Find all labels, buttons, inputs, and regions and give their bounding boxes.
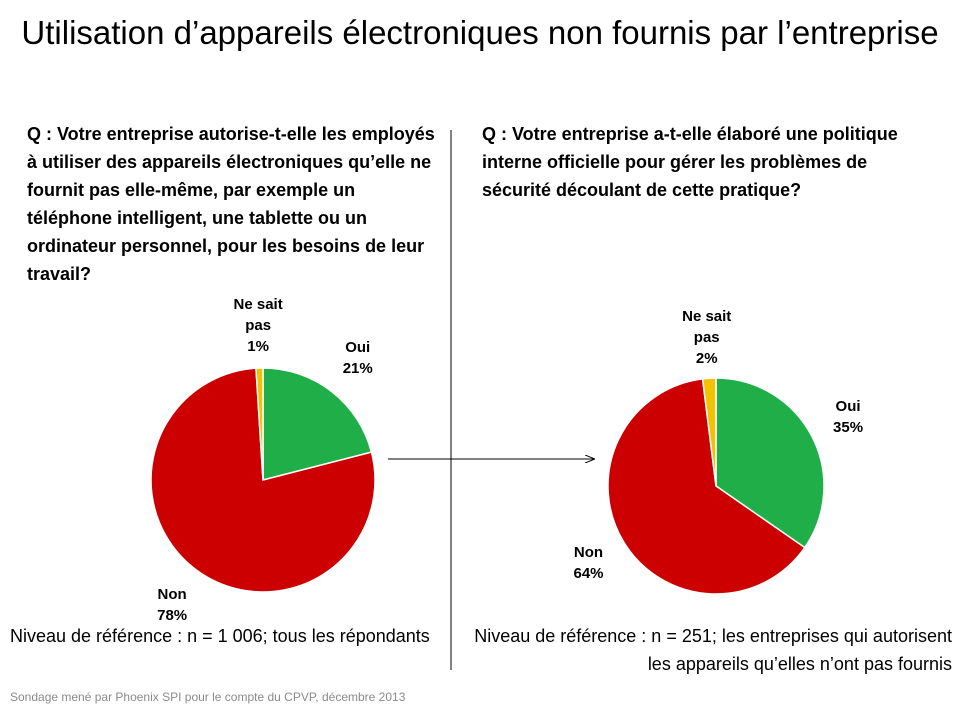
category-label: Non <box>573 544 604 562</box>
value-label: 78% <box>157 607 188 625</box>
category-label: Oui <box>835 397 861 415</box>
slice-label: Oui 21% <box>323 337 393 379</box>
question: Q : Votre entreprise a-t-elle élaboré un… <box>482 124 898 200</box>
pie-slice <box>701 377 717 487</box>
source: Sondage mené par Phoenix SPI pour le com… <box>10 690 406 704</box>
category-label: Ne sait pas <box>233 296 283 335</box>
question: Q : Votre entreprise autorise-t-elle les… <box>27 124 435 284</box>
pie-slice <box>715 377 825 549</box>
category-label: Non <box>157 586 187 604</box>
value-label: 1% <box>247 338 269 356</box>
slice-label: Ne sait pas 2% <box>672 306 742 369</box>
base-note: Niveau de référence : n = 251; les entre… <box>474 626 952 674</box>
slice-label: Oui 35% <box>813 396 883 438</box>
pie-slice <box>150 367 376 593</box>
value-label: 35% <box>833 418 864 436</box>
slice-label: Ne sait pas 1% <box>223 294 293 357</box>
pie-slice <box>255 367 264 481</box>
base-note: Niveau de référence : n = 1 006; tous le… <box>10 626 430 646</box>
value-label: 64% <box>573 565 604 583</box>
value-label: 21% <box>342 359 373 377</box>
pie-slice <box>607 377 806 595</box>
slide-title: Utilisation d’appareils électroniques no… <box>21 14 939 51</box>
pie-slice <box>262 367 373 481</box>
slice-label: Non 78% <box>137 584 207 626</box>
category-label: Ne sait pas <box>682 307 732 346</box>
slice-label: Non 64% <box>554 542 624 584</box>
category-label: Oui <box>345 338 371 356</box>
value-label: 2% <box>695 349 718 367</box>
